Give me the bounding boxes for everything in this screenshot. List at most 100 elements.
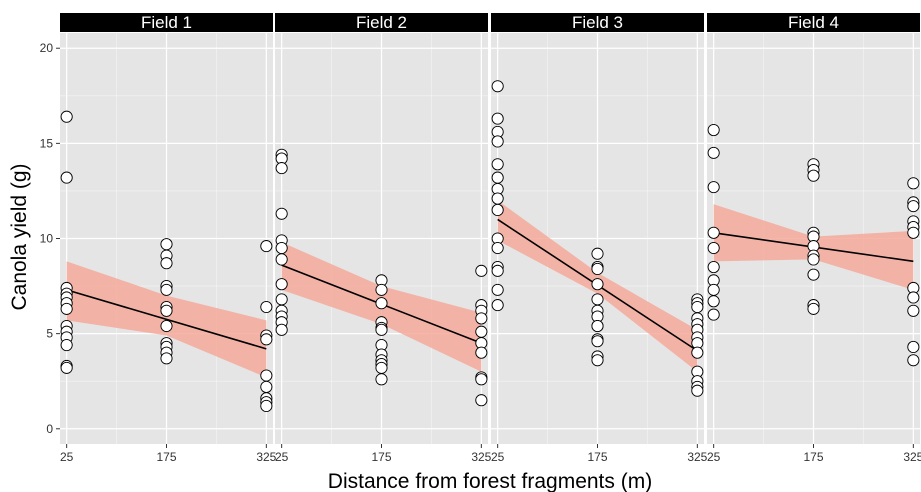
data-point [160, 283, 173, 296]
x-tick-label: 25 [707, 450, 721, 464]
facet-strip [707, 13, 920, 32]
facet-strip [491, 13, 704, 32]
data-point [475, 264, 488, 277]
data-point [475, 394, 488, 407]
x-tick-label: 175 [156, 450, 176, 464]
x-tick-label: 325 [471, 450, 491, 464]
x-tick-label: 325 [687, 450, 707, 464]
data-point [160, 304, 173, 317]
data-point [60, 339, 73, 352]
data-point [375, 323, 388, 336]
data-point [491, 112, 504, 125]
data-point [491, 241, 504, 255]
data-point [907, 177, 920, 190]
data-point [707, 226, 720, 239]
facet-panel: Field 4 25 175 325 [707, 13, 921, 464]
y-tick-label: 15 [40, 136, 54, 150]
y-tick-label: 10 [40, 232, 54, 246]
facet-strip-label: Field 4 [788, 13, 839, 32]
data-point [275, 162, 288, 175]
facet-strip [60, 13, 273, 32]
facet-strip-label: Field 2 [356, 13, 407, 32]
facet-strip [275, 13, 488, 32]
data-point [60, 171, 73, 184]
data-point [375, 283, 388, 296]
data-point [375, 373, 388, 386]
data-point [160, 319, 173, 333]
y-axis-title: Canola yield (g) [8, 163, 31, 310]
data-point [160, 352, 173, 365]
data-point [591, 354, 604, 367]
data-point [475, 346, 488, 359]
x-tick-label: 25 [60, 450, 74, 464]
x-tick-label: 175 [803, 450, 823, 464]
data-point [707, 283, 720, 296]
x-tick-label: 325 [903, 450, 921, 464]
data-point [907, 200, 920, 213]
data-point [275, 278, 288, 291]
data-point [907, 304, 920, 317]
data-point [591, 278, 604, 291]
data-point [260, 240, 273, 253]
facet-panel: Field 2 25 175 325 [275, 13, 492, 464]
data-point [491, 203, 504, 217]
data-point [60, 361, 73, 374]
data-point [807, 253, 820, 266]
data-point [707, 241, 720, 255]
data-point [160, 257, 173, 270]
data-point [491, 158, 504, 171]
facet-strip-label: Field 1 [141, 13, 192, 32]
x-tick-label: 325 [256, 450, 276, 464]
y-tick-label: 0 [46, 422, 53, 436]
y-tick-label: 20 [40, 41, 54, 55]
data-point [691, 346, 704, 359]
data-point [707, 181, 720, 194]
data-point [475, 312, 488, 325]
data-point [591, 247, 604, 260]
x-tick-label: 25 [491, 450, 505, 464]
data-point [375, 361, 388, 374]
data-point [275, 253, 288, 266]
data-point [275, 293, 288, 306]
data-point [260, 369, 273, 382]
data-point [475, 373, 488, 386]
data-point [691, 384, 704, 397]
data-point [591, 262, 604, 275]
data-point [275, 207, 288, 220]
x-axis-title: Distance from forest fragments (m) [328, 470, 652, 492]
data-point [491, 299, 504, 312]
facet-panels: Field 1 25 175 325 Field 2 25 175 325 Field 3 25 1… [60, 13, 921, 464]
data-point [475, 325, 488, 338]
x-tick-label: 175 [587, 450, 607, 464]
data-point [707, 308, 720, 321]
data-point [591, 319, 604, 333]
data-point [907, 354, 920, 367]
x-tick-label: 175 [371, 450, 391, 464]
data-point [60, 302, 73, 315]
regression-line [66, 289, 267, 350]
data-point [491, 80, 504, 93]
data-point [807, 268, 820, 281]
facet-strip-label: Field 3 [572, 13, 623, 32]
y-axis: 0 5 10 15 20 [40, 41, 60, 436]
data-point [707, 295, 720, 308]
data-point [907, 291, 920, 304]
x-tick-label: 25 [275, 450, 289, 464]
data-point [491, 171, 504, 184]
data-point [375, 297, 388, 310]
data-point [907, 340, 920, 354]
data-point [807, 302, 820, 315]
data-point [260, 300, 273, 314]
data-point [260, 333, 273, 346]
data-point [60, 110, 73, 123]
data-point [491, 135, 504, 148]
data-point [275, 241, 288, 255]
data-point [260, 380, 273, 393]
data-point [707, 146, 720, 159]
data-point [491, 192, 504, 205]
data-point [491, 264, 504, 277]
facet-panel: Field 1 25 175 325 [60, 13, 277, 464]
data-point [260, 399, 273, 412]
y-tick-label: 5 [46, 327, 53, 341]
